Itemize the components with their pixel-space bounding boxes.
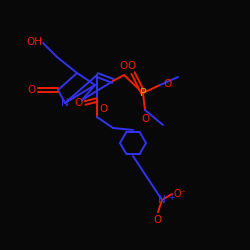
Text: O: O	[28, 85, 36, 95]
Text: O: O	[154, 215, 162, 225]
Text: O: O	[120, 61, 128, 71]
Text: +: +	[168, 194, 174, 202]
Text: OH: OH	[26, 37, 42, 47]
Text: O: O	[75, 98, 83, 108]
Text: O: O	[142, 114, 150, 124]
Text: O: O	[99, 104, 107, 114]
Text: O: O	[163, 79, 171, 89]
Text: N: N	[61, 98, 69, 108]
Text: N: N	[158, 195, 166, 205]
Text: O: O	[127, 61, 135, 71]
Text: P: P	[140, 88, 146, 98]
Text: O⁻: O⁻	[174, 189, 187, 199]
